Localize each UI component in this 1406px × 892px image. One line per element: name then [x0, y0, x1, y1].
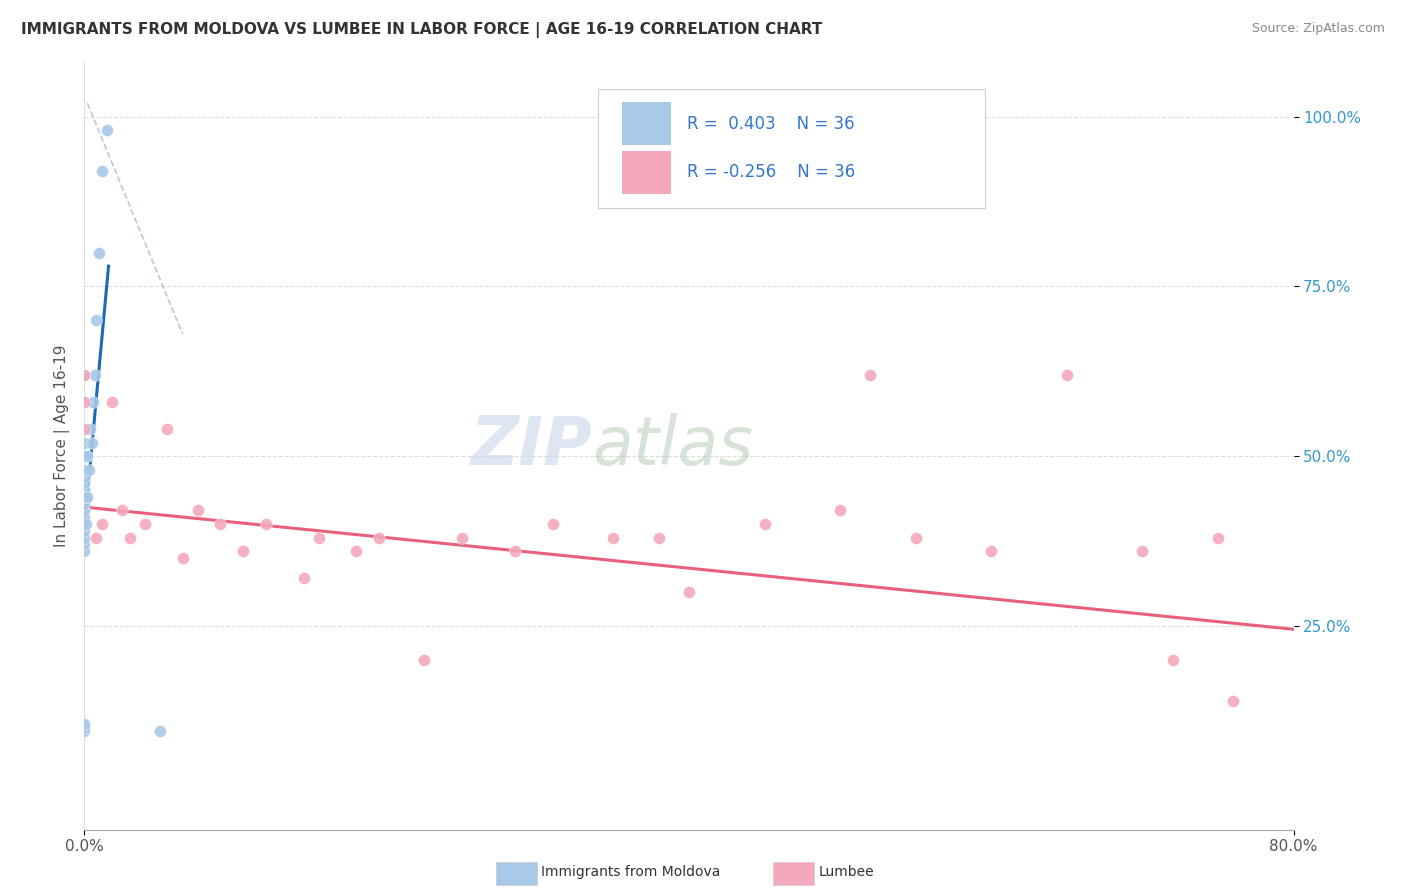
- Point: [413, 653, 436, 667]
- Point: [73, 724, 96, 739]
- Point: [86, 313, 108, 327]
- Point: [602, 531, 624, 545]
- Point: [73, 721, 96, 735]
- FancyBboxPatch shape: [623, 151, 671, 194]
- Point: [73, 368, 96, 382]
- Point: [1161, 653, 1184, 667]
- Point: [80, 435, 103, 450]
- Text: atlas: atlas: [592, 413, 754, 479]
- Point: [503, 544, 526, 558]
- Point: [1056, 368, 1078, 382]
- Point: [541, 517, 564, 532]
- Text: Source: ZipAtlas.com: Source: ZipAtlas.com: [1251, 22, 1385, 36]
- Point: [75, 449, 97, 463]
- Point: [73, 395, 96, 409]
- Point: [904, 531, 927, 545]
- Point: [79, 422, 101, 436]
- Point: [859, 368, 882, 382]
- Point: [73, 503, 96, 517]
- Point: [75, 490, 97, 504]
- Point: [73, 476, 96, 491]
- Point: [118, 531, 141, 545]
- Point: [149, 724, 172, 739]
- Point: [292, 571, 315, 585]
- Point: [678, 585, 700, 599]
- Text: Lumbee: Lumbee: [818, 865, 875, 880]
- Point: [73, 490, 96, 504]
- Point: [830, 503, 852, 517]
- Point: [76, 449, 98, 463]
- Point: [100, 395, 122, 409]
- FancyBboxPatch shape: [599, 89, 986, 208]
- Point: [368, 531, 391, 545]
- Point: [73, 368, 96, 382]
- Point: [346, 544, 368, 558]
- Point: [980, 544, 1002, 558]
- Y-axis label: In Labor Force | Age 16-19: In Labor Force | Age 16-19: [55, 344, 70, 548]
- Point: [172, 551, 194, 566]
- Point: [82, 395, 104, 409]
- Text: R = -0.256    N = 36: R = -0.256 N = 36: [686, 163, 855, 181]
- Point: [73, 422, 96, 436]
- Point: [73, 483, 96, 497]
- Point: [84, 368, 107, 382]
- Point: [1130, 544, 1153, 558]
- Point: [91, 517, 114, 532]
- Point: [134, 517, 156, 532]
- Point: [91, 164, 114, 178]
- Point: [73, 717, 96, 731]
- Point: [73, 435, 96, 450]
- Point: [75, 517, 97, 532]
- Point: [76, 490, 98, 504]
- Point: [73, 497, 96, 511]
- Point: [86, 531, 108, 545]
- Point: [1222, 693, 1244, 707]
- Point: [451, 531, 474, 545]
- Text: ZIP: ZIP: [471, 413, 592, 479]
- Point: [77, 463, 100, 477]
- Point: [73, 463, 96, 477]
- Point: [73, 517, 96, 532]
- Point: [73, 531, 96, 545]
- Point: [232, 544, 254, 558]
- Point: [73, 537, 96, 551]
- Point: [73, 510, 96, 524]
- Point: [73, 524, 96, 538]
- Point: [111, 503, 134, 517]
- Point: [648, 531, 671, 545]
- Point: [187, 503, 209, 517]
- Text: IMMIGRANTS FROM MOLDOVA VS LUMBEE IN LABOR FORCE | AGE 16-19 CORRELATION CHART: IMMIGRANTS FROM MOLDOVA VS LUMBEE IN LAB…: [21, 22, 823, 38]
- Text: R =  0.403    N = 36: R = 0.403 N = 36: [686, 114, 855, 133]
- Point: [754, 517, 776, 532]
- Point: [73, 469, 96, 483]
- Point: [96, 123, 118, 137]
- FancyBboxPatch shape: [623, 103, 671, 145]
- Point: [73, 422, 96, 436]
- Point: [73, 449, 96, 463]
- Point: [89, 245, 111, 260]
- Point: [308, 531, 330, 545]
- Point: [1206, 531, 1229, 545]
- Point: [209, 517, 232, 532]
- Point: [73, 395, 96, 409]
- Point: [73, 544, 96, 558]
- Point: [254, 517, 277, 532]
- Text: Immigrants from Moldova: Immigrants from Moldova: [541, 865, 721, 880]
- Point: [156, 422, 179, 436]
